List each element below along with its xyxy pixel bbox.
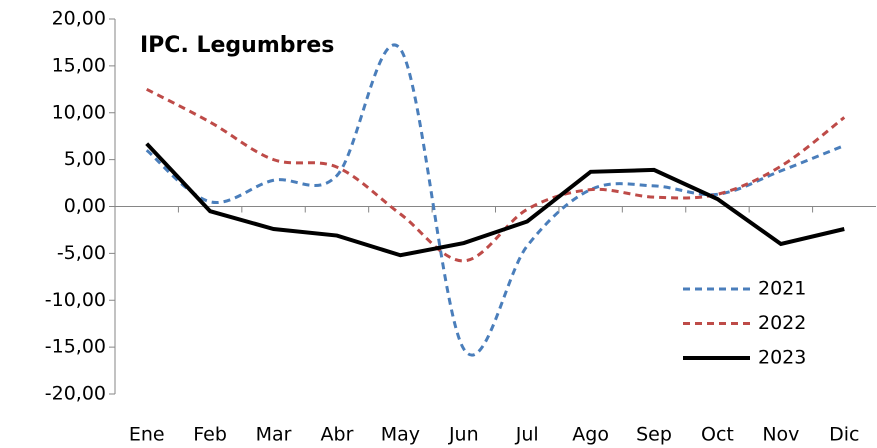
chart-title: IPC. Legumbres <box>140 33 334 58</box>
y-tick-label: 5,00 <box>64 148 106 170</box>
y-tick-label: 20,00 <box>52 8 106 30</box>
x-tick-label: Feb <box>193 424 227 446</box>
legend-label: 2022 <box>758 312 806 334</box>
series-line <box>145 142 845 258</box>
series-line <box>145 43 845 357</box>
legend-label: 2021 <box>758 278 806 300</box>
x-tick-label: Oct <box>701 424 734 446</box>
x-tick-label: Dic <box>829 424 859 446</box>
y-tick-label: -10,00 <box>45 289 106 311</box>
y-tick-label: 0,00 <box>64 195 106 217</box>
x-tick-label: Ene <box>129 424 165 446</box>
x-tick-label: Jun <box>448 424 479 446</box>
x-tick-label: Sep <box>636 424 672 446</box>
y-tick-label: 10,00 <box>52 101 106 123</box>
y-tick-label: -20,00 <box>45 383 106 405</box>
x-tick-label: May <box>381 424 420 446</box>
x-tick-label: Jul <box>515 424 539 446</box>
y-tick-label: -15,00 <box>45 336 106 358</box>
x-tick-label: Nov <box>762 424 799 446</box>
series-line <box>146 87 846 263</box>
y-tick-label: -5,00 <box>57 242 106 264</box>
legend-label: 2023 <box>758 347 806 369</box>
x-tick-label: Ago <box>572 424 609 446</box>
x-tick-label: Abr <box>321 424 354 446</box>
x-tick-label: Mar <box>256 424 292 446</box>
y-tick-label: 15,00 <box>52 54 106 76</box>
